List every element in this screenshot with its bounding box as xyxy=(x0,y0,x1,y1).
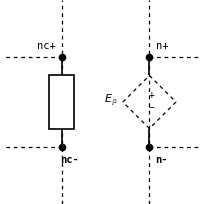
Text: n-: n- xyxy=(155,155,167,165)
Text: $E_{\mathbb{p}}$: $E_{\mathbb{p}}$ xyxy=(103,92,117,108)
Bar xyxy=(49,75,74,129)
Text: −: − xyxy=(148,103,154,113)
Text: n+: n+ xyxy=(155,41,167,51)
Text: nc-: nc- xyxy=(59,155,78,165)
Text: nc+: nc+ xyxy=(37,41,55,51)
Text: +: + xyxy=(148,90,154,100)
